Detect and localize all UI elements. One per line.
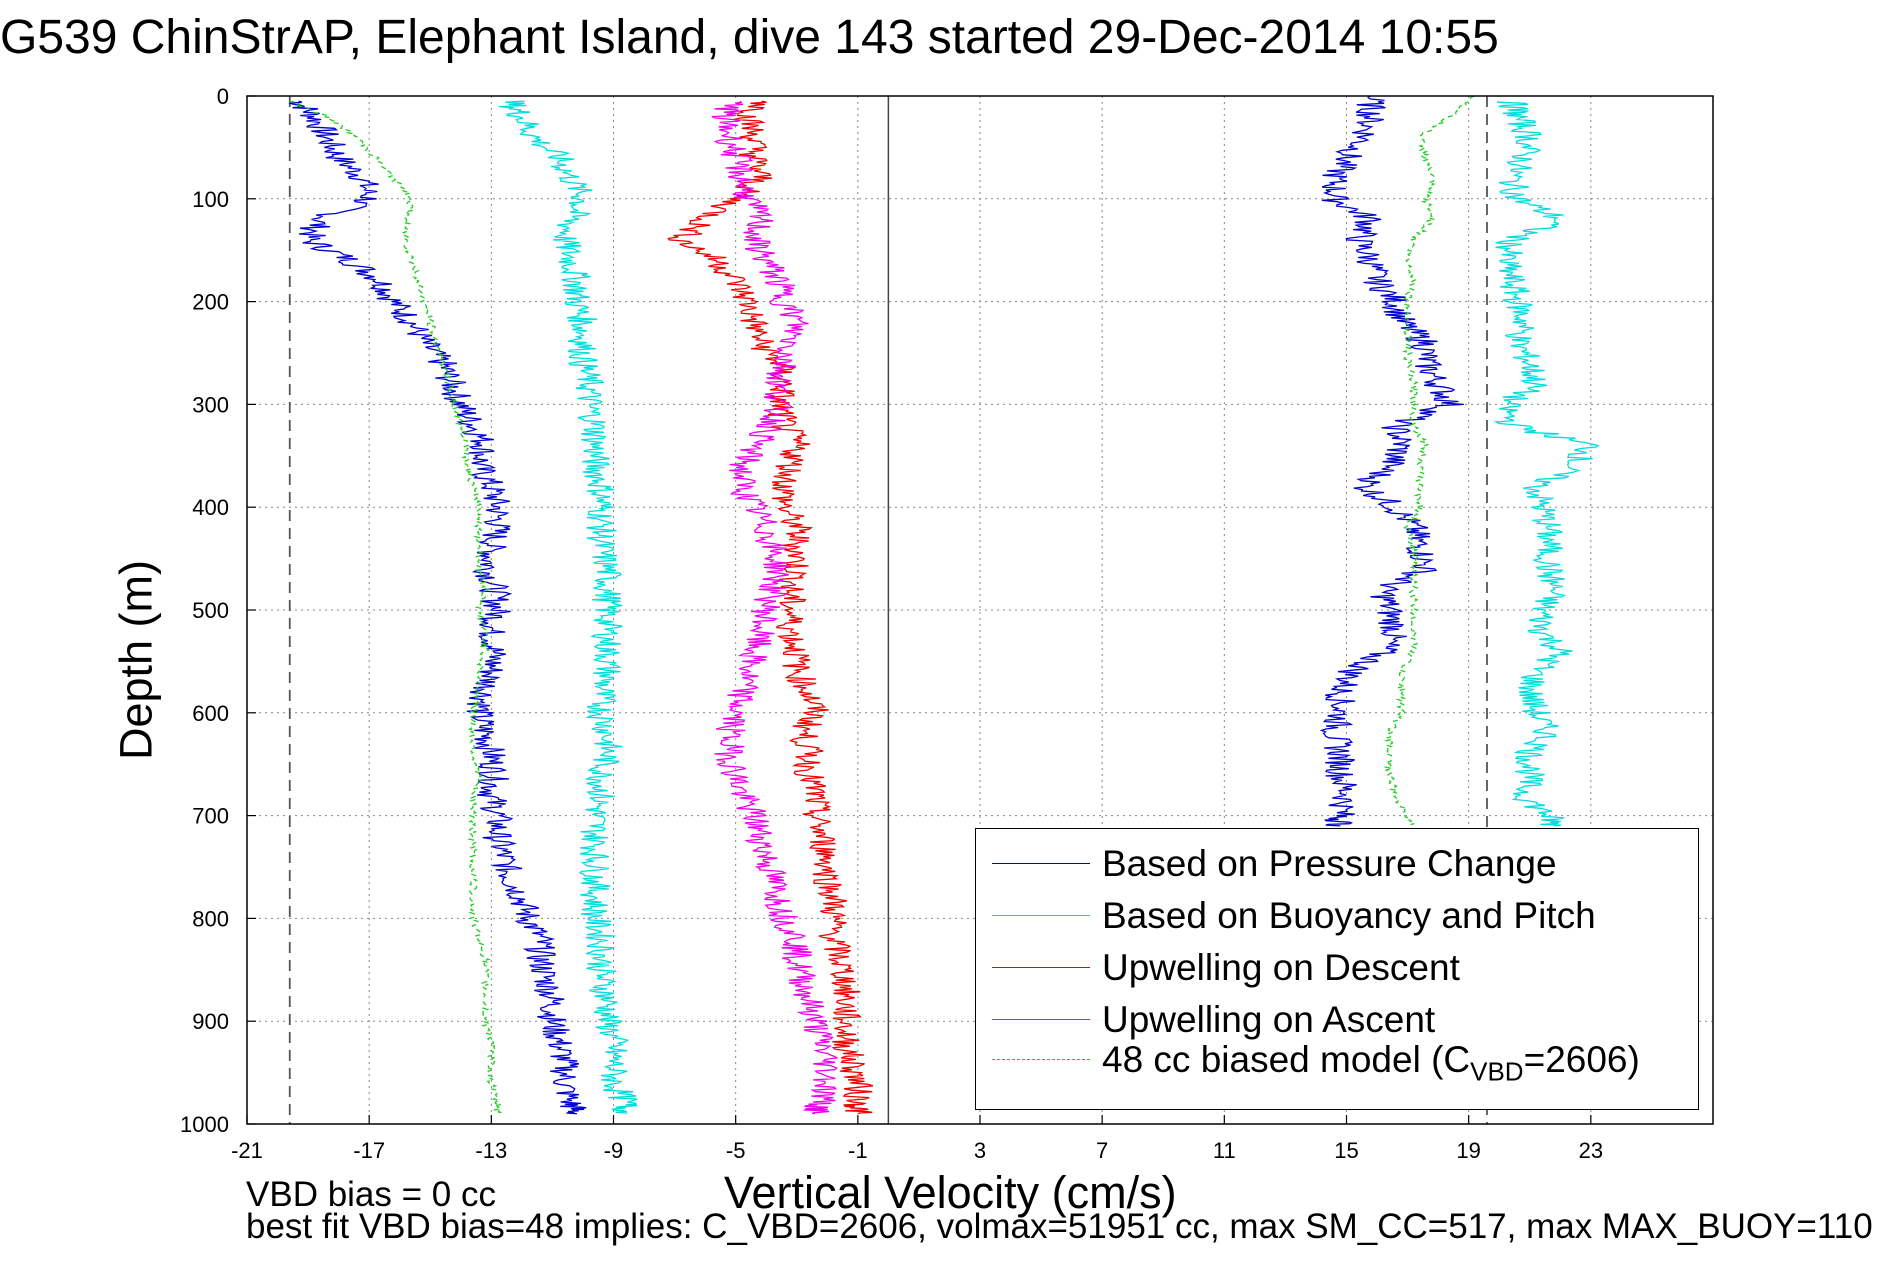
y-axis-label: Depth (m): [110, 559, 162, 761]
series-line-1-0: [498, 100, 638, 1115]
y-tick-label: 600: [192, 701, 229, 726]
series-line-1-1: [1493, 100, 1600, 827]
legend-swatch-buoyancy: [992, 915, 1090, 916]
y-tick-label: 400: [192, 495, 229, 520]
legend: Based on Pressure Change Based on Buoyan…: [975, 828, 1699, 1110]
x-tick-label: 23: [1579, 1138, 1603, 1163]
legend-item-pressure: Based on Pressure Change: [992, 839, 1692, 889]
x-tick-label: 3: [974, 1138, 986, 1163]
series-line-4-1: [1383, 95, 1475, 827]
legend-swatch-model: [992, 1059, 1090, 1060]
y-tick-label: 100: [192, 187, 229, 212]
legend-item-ascent: Upwelling on Ascent: [992, 995, 1692, 1045]
legend-label-pressure: Based on Pressure Change: [1102, 843, 1557, 884]
series-line-3-0: [711, 100, 839, 1115]
best-fit-note: best fit VBD bias=48 implies: C_VBD=2606…: [246, 1207, 1873, 1246]
y-tick-label: 0: [217, 84, 229, 109]
series-line-0-0: [289, 100, 587, 1115]
y-tick-label: 1000: [180, 1112, 229, 1137]
legend-item-model: 48 cc biased model (CVBD=2606): [992, 1035, 1692, 1086]
x-tick-label: -13: [475, 1138, 507, 1163]
x-tick-label: 7: [1096, 1138, 1108, 1163]
series-line-4-0: [289, 100, 503, 1114]
legend-label-buoyancy: Based on Buoyancy and Pitch: [1102, 895, 1596, 936]
legend-swatch-ascent: [992, 1019, 1090, 1020]
series-line-2-0: [667, 100, 874, 1115]
x-tick-label: -21: [231, 1138, 263, 1163]
legend-label-ascent: Upwelling on Ascent: [1102, 999, 1436, 1040]
x-tick-label: -9: [604, 1138, 624, 1163]
legend-label-model: 48 cc biased model (CVBD=2606): [1102, 1035, 1640, 1096]
x-tick-label: 11: [1213, 1138, 1236, 1163]
legend-label-model-main: 48 cc biased model (C: [1102, 1039, 1471, 1080]
legend-swatch-pressure: [992, 863, 1090, 864]
x-tick-label: -17: [353, 1138, 385, 1163]
y-tick-label: 900: [192, 1009, 229, 1034]
y-tick-label: 800: [192, 906, 229, 931]
chart-title: G539 ChinStrAP, Elephant Island, dive 14…: [0, 11, 1499, 64]
legend-swatch-descent: [992, 967, 1090, 968]
x-tick-label: 19: [1456, 1138, 1480, 1163]
legend-label-descent: Upwelling on Descent: [1102, 947, 1460, 988]
legend-item-descent: Upwelling on Descent: [992, 943, 1692, 993]
vbd-bias-note: VBD bias = 0 cc: [246, 1175, 496, 1214]
x-tick-label: -5: [726, 1138, 746, 1163]
x-tick-label: 15: [1334, 1138, 1358, 1163]
y-tick-label: 300: [192, 392, 229, 417]
x-tick-label: -1: [848, 1138, 868, 1163]
x-axis-label: Vertical Velocity (cm/s): [724, 1167, 1177, 1218]
legend-item-buoyancy: Based on Buoyancy and Pitch: [992, 891, 1692, 941]
y-tick-label: 700: [192, 804, 229, 829]
y-tick-label: 200: [192, 290, 229, 315]
y-tick-label: 500: [192, 598, 229, 623]
series-line-0-1: [1319, 95, 1464, 827]
legend-label-model-suffix: =2606): [1523, 1039, 1640, 1080]
legend-label-model-sub: VBD: [1470, 1056, 1524, 1087]
